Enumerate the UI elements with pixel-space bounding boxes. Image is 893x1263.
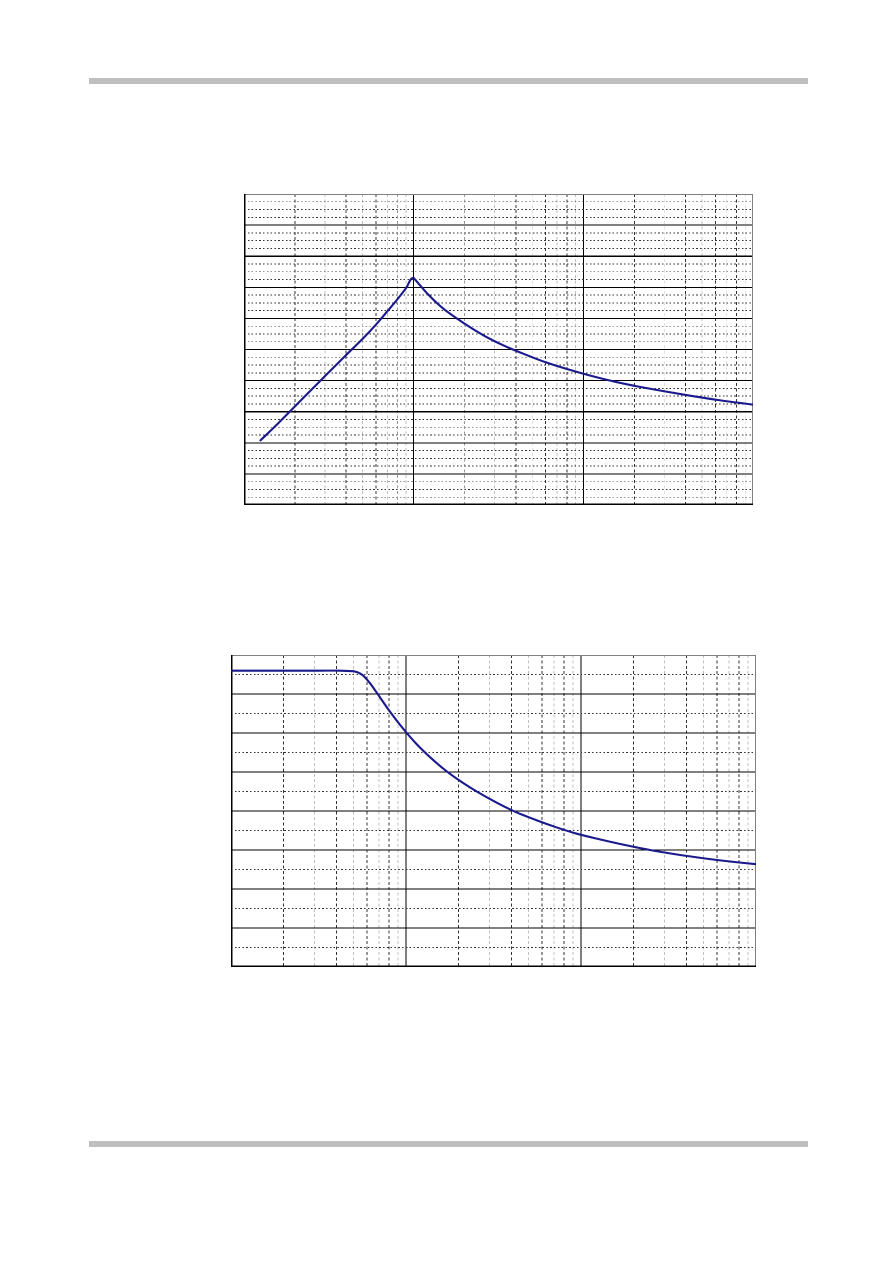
chart-1-container [244, 194, 753, 505]
header-rule [89, 78, 808, 84]
chart-1-plot [244, 194, 753, 505]
footer-rule [89, 1141, 808, 1147]
chart-2-plot [231, 655, 756, 967]
chart-2-container [231, 655, 756, 967]
